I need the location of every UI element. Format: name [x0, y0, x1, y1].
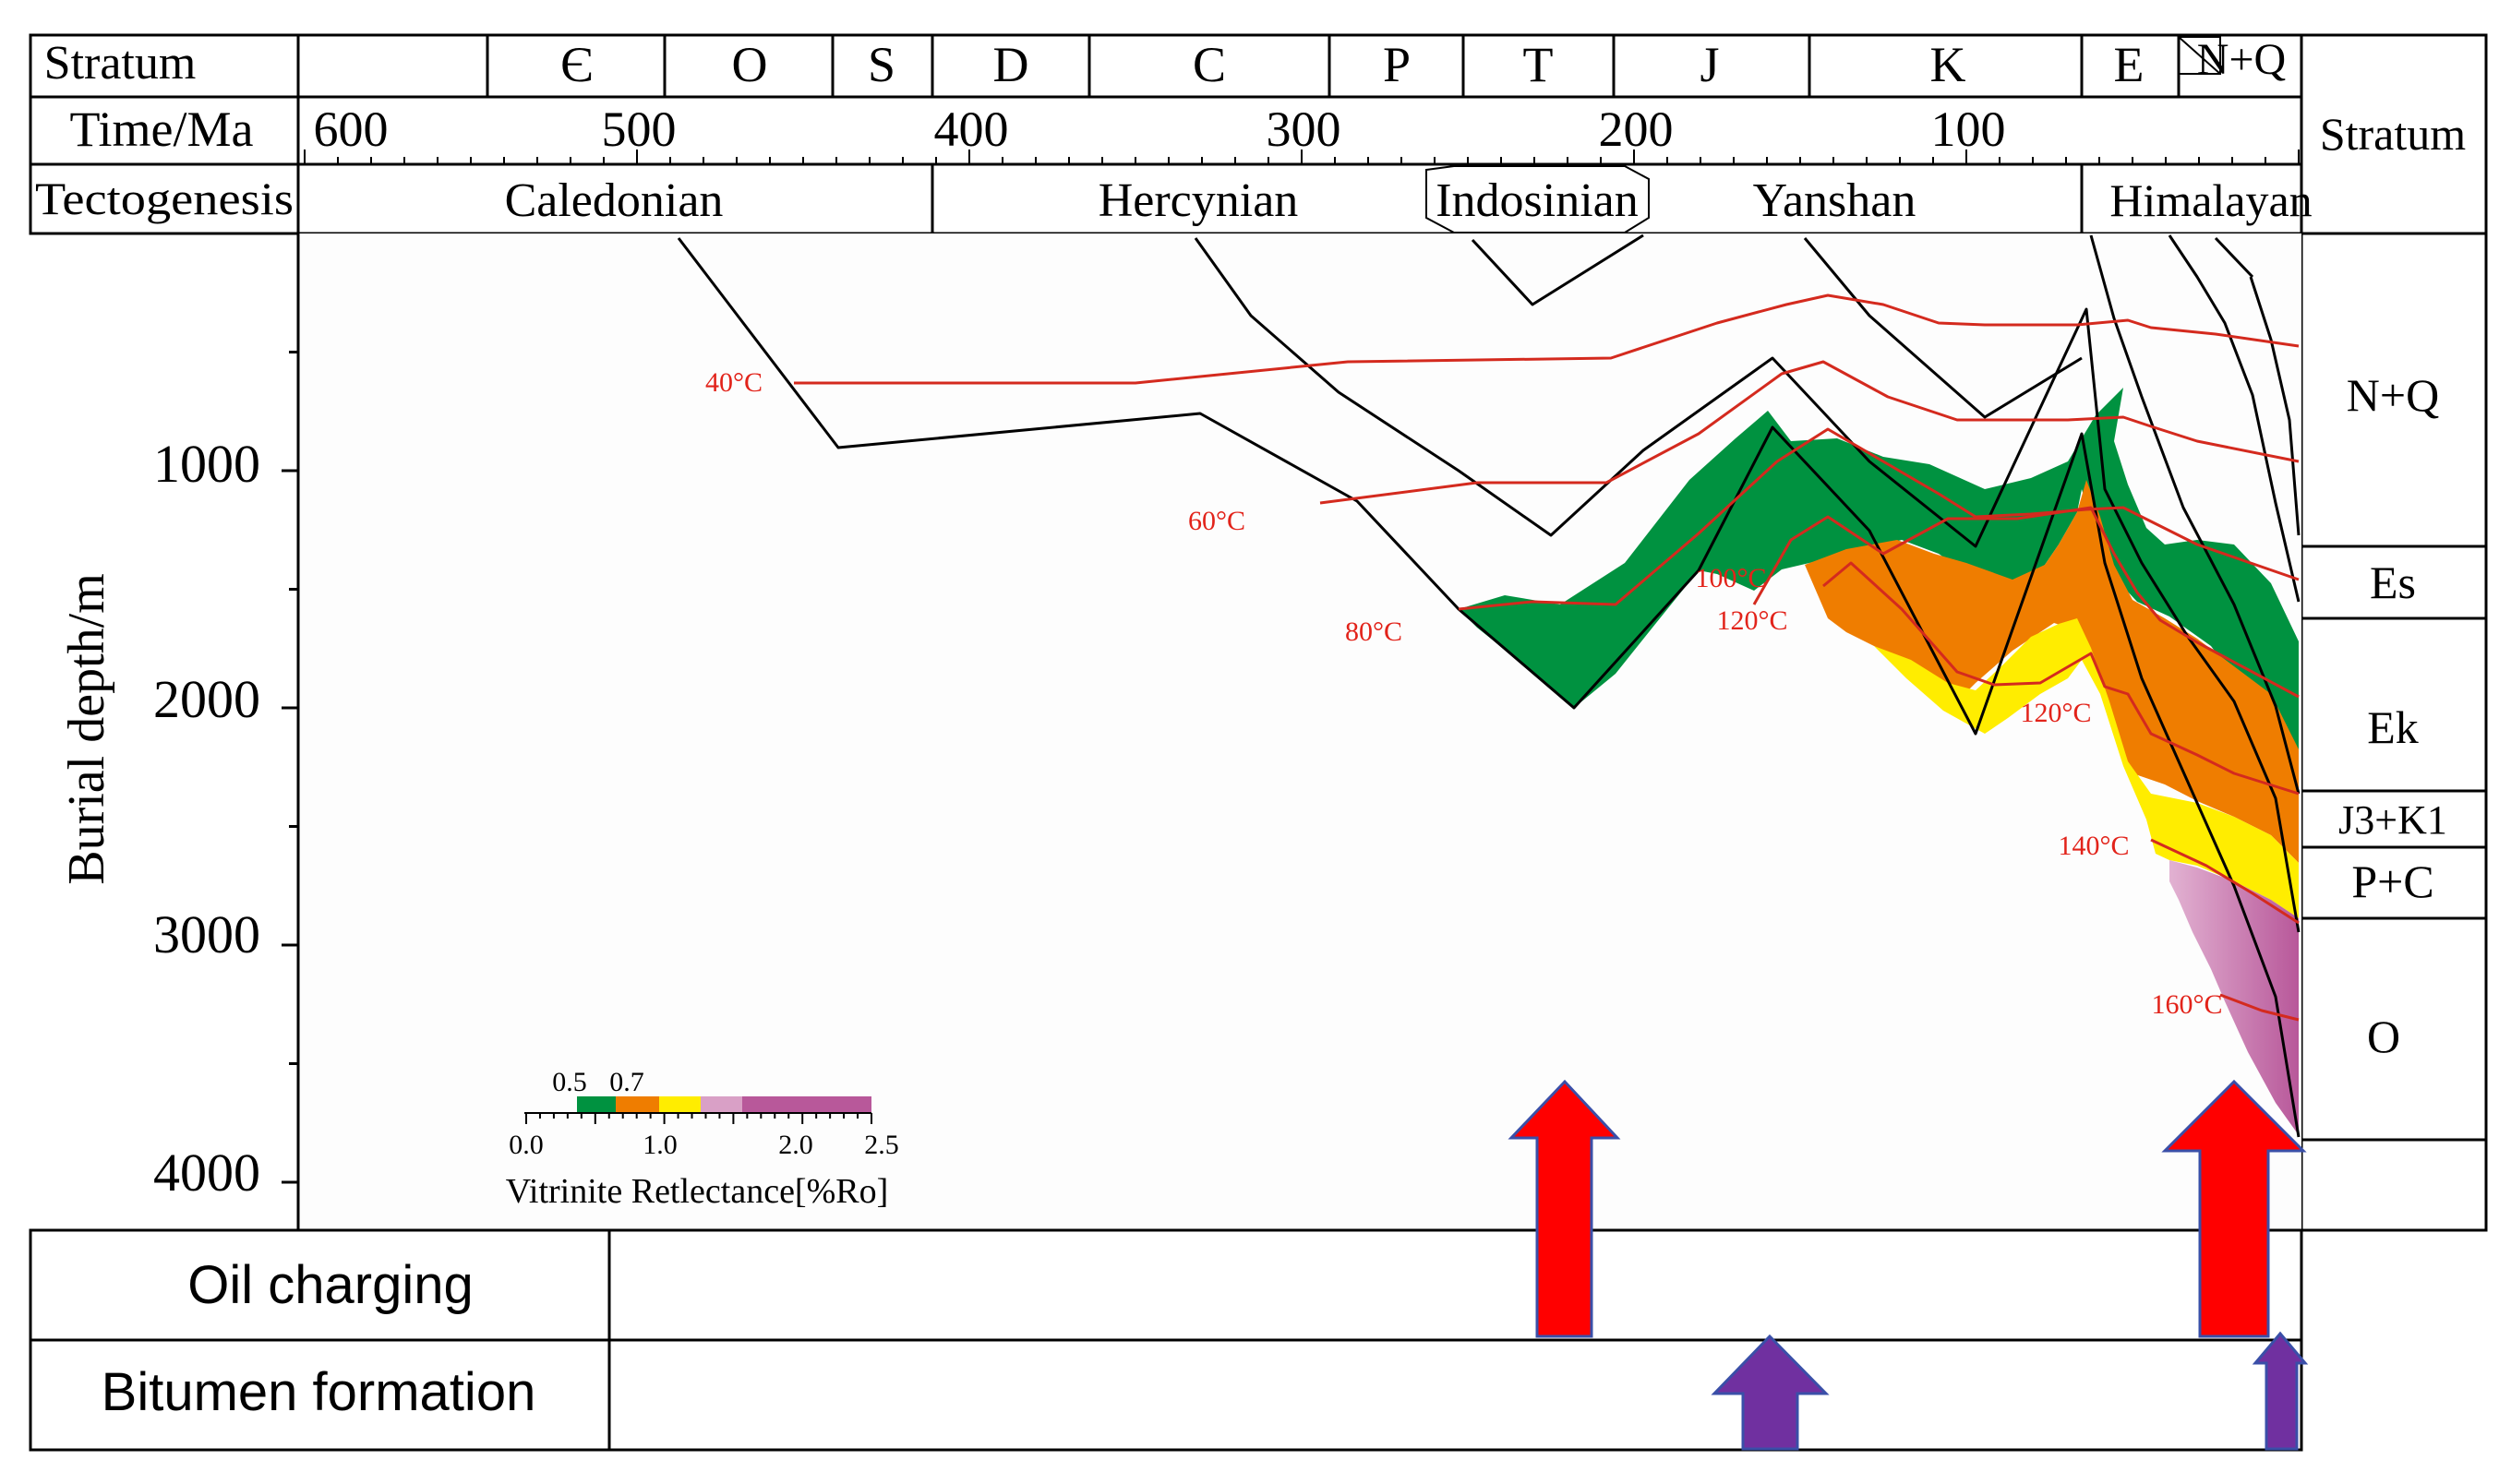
depth-tick-label: 1000 — [153, 434, 260, 494]
tectonic-event-label: Himalayan — [2109, 174, 2312, 226]
isotherm-120 — [1822, 561, 2300, 796]
period-label: N+Q — [2197, 35, 2286, 84]
bitumen-arrow — [1711, 1334, 1830, 1451]
tectonic-event-label: Caledonian — [505, 174, 724, 227]
zone-yellow — [1874, 618, 2299, 918]
legend-swatch-yellow — [659, 1096, 701, 1113]
depth-tick-label: 4000 — [153, 1143, 260, 1203]
depth-tick-label: 2000 — [153, 669, 260, 729]
tectonic-event-label: Indosinian — [1436, 174, 1639, 227]
isotherm-140 — [2150, 838, 2300, 925]
isotherm-160 — [2219, 993, 2300, 1022]
period-label: S — [868, 37, 895, 92]
bitumen-formation-label: Bitumen formation — [102, 1362, 536, 1422]
isotherm-label: 140°C — [2058, 831, 2129, 861]
plot-background — [298, 233, 2301, 1230]
stratum-unit-label: N+Q — [2347, 369, 2439, 421]
period-label: Є — [560, 37, 594, 92]
tectonic-event-label: Hercynian — [1099, 174, 1299, 227]
tectonic-event-label: Yanshan — [1753, 174, 1916, 227]
time-tick-label: 600 — [314, 102, 389, 157]
nq-box — [2178, 36, 2221, 75]
isotherm-label: 120°C — [1716, 605, 1787, 636]
zone-green — [1459, 388, 2299, 777]
legend-scale-bottom: 2.0 — [778, 1130, 813, 1160]
stratum-unit-label: Ek — [2367, 701, 2419, 753]
bitumen-arrow — [2252, 1331, 2309, 1451]
right-column-title: Stratum — [2320, 108, 2466, 160]
legend-swatch-magenta — [742, 1096, 871, 1113]
indosinian-frame — [1425, 165, 1650, 233]
isotherms — [794, 293, 2300, 1022]
burial-curve — [1471, 233, 1644, 306]
legend-scale-bottom: 0.0 — [509, 1130, 544, 1160]
period-label: T — [1523, 37, 1554, 92]
period-label: P — [1383, 37, 1411, 92]
stratum-unit-label: O — [2367, 1011, 2400, 1062]
legend-swatch-orange — [616, 1096, 659, 1113]
y-axis-title: Burial depth/m — [58, 573, 115, 885]
burial-curve — [2089, 234, 2301, 795]
isotherm-label: 120°C — [2020, 698, 2091, 728]
legend-scale-top: 0.5 — [552, 1067, 587, 1097]
period-label: J — [1700, 37, 1719, 92]
isotherm-label: 160°C — [2151, 989, 2222, 1020]
burial-curve — [2168, 234, 2301, 603]
depth-ticks — [282, 351, 298, 1184]
isotherm-label: 100°C — [1695, 563, 1766, 593]
burial-curves — [677, 233, 2301, 1138]
burial-curve — [2249, 276, 2301, 536]
time-minor-ticks — [304, 150, 2300, 164]
burial-curve — [1194, 237, 2301, 933]
ro-legend — [524, 1096, 872, 1124]
legend-scale-bottom: 1.0 — [643, 1130, 678, 1160]
legend-swatch-green — [577, 1096, 616, 1113]
legend-title: Vitrinite Retlectance[%Ro] — [506, 1172, 889, 1211]
period-label: E — [2114, 37, 2145, 92]
oil-charging-arrow — [1508, 1079, 1621, 1338]
legend-swatch-pink — [701, 1096, 742, 1113]
oil-charging-arrow — [2161, 1079, 2307, 1338]
time-tick-label: 100 — [1931, 102, 2006, 157]
period-label: C — [1193, 37, 1226, 92]
period-label: O — [732, 37, 768, 92]
time-tick-label: 300 — [1267, 102, 1341, 157]
oil-charging-label: Oil charging — [187, 1255, 473, 1315]
depth-tick-label: 3000 — [153, 904, 260, 964]
zone-pink — [2169, 860, 2299, 1135]
isotherm-80 — [1458, 427, 2300, 611]
period-label: D — [993, 37, 1029, 92]
burial-curve — [1803, 237, 2083, 419]
isotherm-label: 60°C — [1188, 506, 1245, 536]
isotherm-100 — [1752, 506, 2300, 699]
event-table — [29, 1228, 2303, 1452]
legend-scale-top: 0.7 — [609, 1067, 644, 1097]
legend-scale-bottom: 2.5 — [864, 1130, 899, 1160]
stratum-unit-label: P+C — [2351, 856, 2433, 907]
tectogenesis-header-label: Tectogenesis — [35, 173, 294, 224]
event-arrows — [1508, 1079, 2309, 1451]
time-tick-label: 200 — [1599, 102, 1674, 157]
stratum-header-label: Stratum — [44, 37, 197, 90]
stratum-unit-label: J3+K1 — [2338, 797, 2447, 843]
stratum-unit-label: Es — [2370, 556, 2416, 608]
time-header-label: Time/Ma — [69, 102, 253, 157]
time-tick-label: 400 — [934, 102, 1009, 157]
zone-orange — [1805, 480, 2299, 863]
isotherm-40 — [794, 293, 2300, 385]
period-label: K — [1930, 37, 1966, 92]
maturity-zones — [1459, 388, 2299, 1135]
burial-curve — [677, 237, 2301, 1138]
isotherm-60 — [1319, 360, 2300, 505]
time-tick-label: 500 — [602, 102, 677, 157]
isotherm-label: 80°C — [1345, 616, 1402, 647]
burial-curve — [2214, 236, 2254, 279]
isotherm-label: 40°C — [705, 367, 763, 398]
